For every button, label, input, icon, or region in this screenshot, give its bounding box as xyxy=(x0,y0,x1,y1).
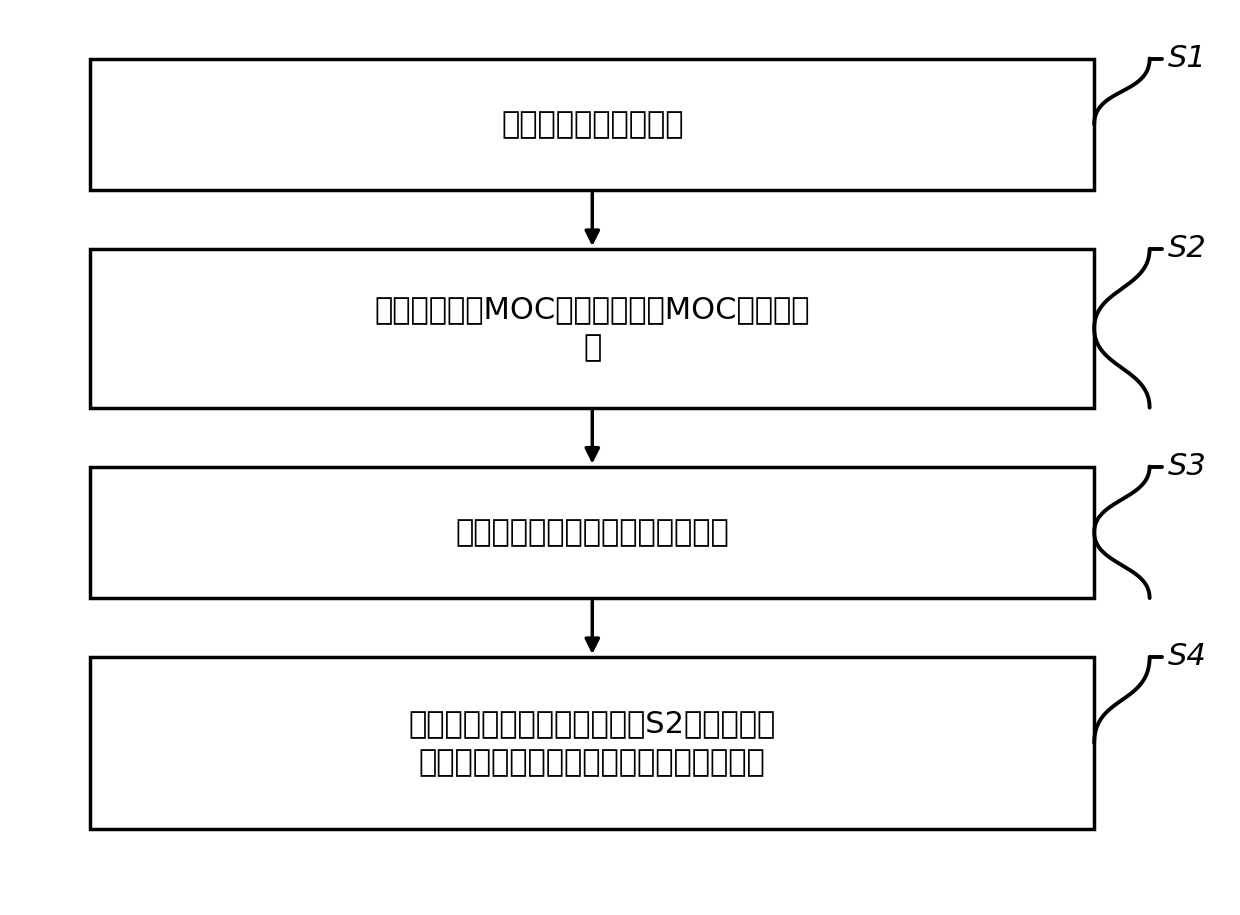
Text: S1: S1 xyxy=(1168,44,1207,73)
Text: 测试机台执行MOC卡检测，获取MOC卡测试结
果: 测试机台执行MOC卡检测，获取MOC卡测试结 果 xyxy=(374,295,810,362)
FancyBboxPatch shape xyxy=(91,59,1094,190)
Text: S3: S3 xyxy=(1168,452,1207,481)
Text: 测试机台系统重启，跳入步骤S2，循环执行
直至测试次数达到指定次数，输出结果文件: 测试机台系统重启，跳入步骤S2，循环执行 直至测试次数达到指定次数，输出结果文件 xyxy=(409,709,776,777)
Text: 设置测试机台系统启动级别为重启: 设置测试机台系统启动级别为重启 xyxy=(455,518,729,547)
FancyBboxPatch shape xyxy=(91,467,1094,598)
Text: 测试机台加载测试脚本: 测试机台加载测试脚本 xyxy=(501,110,683,139)
Text: S4: S4 xyxy=(1168,642,1207,672)
Text: S2: S2 xyxy=(1168,234,1207,264)
FancyBboxPatch shape xyxy=(91,657,1094,829)
FancyBboxPatch shape xyxy=(91,249,1094,408)
